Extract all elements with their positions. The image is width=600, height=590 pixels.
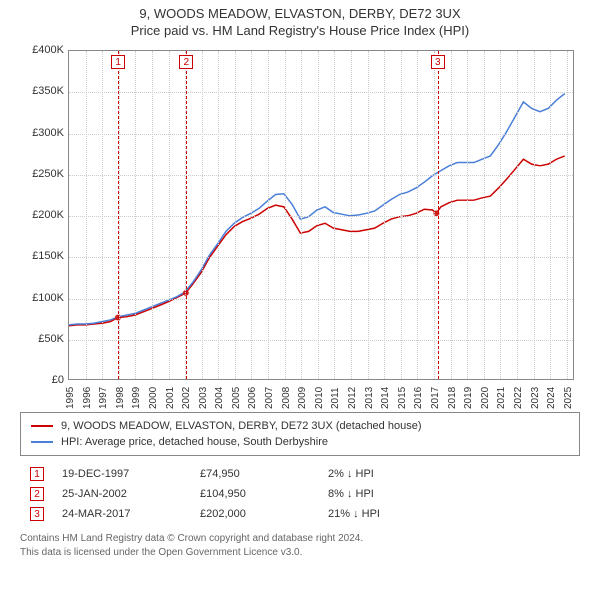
sale-badge: 1 [111,55,125,69]
gridline-v [368,51,369,379]
y-axis-label: £350K [20,85,64,97]
gridline-v [102,51,103,379]
legend-swatch [31,441,53,443]
x-axis-label: 2025 [563,387,587,409]
gridline-v [202,51,203,379]
legend: 9, WOODS MEADOW, ELVASTON, DERBY, DE72 3… [20,412,580,456]
sale-vline [186,51,187,379]
gridline-h [69,340,573,341]
reference-row: 2 25-JAN-2002 £104,950 8% ↓ HPI [20,484,580,504]
gridline-v [451,51,452,379]
ref-date: 24-MAR-2017 [62,508,182,520]
gridline-v [218,51,219,379]
gridline-h [69,257,573,258]
reference-row: 3 24-MAR-2017 £202,000 21% ↓ HPI [20,504,580,524]
gridline-v [401,51,402,379]
gridline-v [169,51,170,379]
chart-title-line1: 9, WOODS MEADOW, ELVASTON, DERBY, DE72 3… [0,6,600,21]
chart-area: 1 2 3 £0 £50K £100K £150K £200K £250K £300K £350K… [20,46,580,406]
legend-row: HPI: Average price, detached house, Sout… [31,434,569,450]
gridline-v [318,51,319,379]
y-axis-label: £50K [20,333,64,345]
sale-badge: 2 [179,55,193,69]
gridline-h [69,92,573,93]
gridline-v [301,51,302,379]
footer-line1: Contains HM Land Registry data © Crown c… [20,532,580,546]
ref-date: 19-DEC-1997 [62,468,182,480]
chart-svg [69,51,573,379]
gridline-h [69,216,573,217]
gridline-v [417,51,418,379]
gridline-v [534,51,535,379]
gridline-v [500,51,501,379]
gridline-h [69,134,573,135]
y-axis-label: £200K [20,209,64,221]
footer-line2: This data is licensed under the Open Gov… [20,546,580,560]
ref-delta: 2% ↓ HPI [328,468,438,480]
gridline-v [152,51,153,379]
ref-date: 25-JAN-2002 [62,488,182,500]
ref-delta: 8% ↓ HPI [328,488,438,500]
ref-badge: 1 [30,467,44,481]
ref-price: £74,950 [200,468,310,480]
gridline-v [467,51,468,379]
gridline-v [484,51,485,379]
gridline-v [135,51,136,379]
chart-title-block: 9, WOODS MEADOW, ELVASTON, DERBY, DE72 3… [0,0,600,38]
gridline-h [69,175,573,176]
gridline-v [550,51,551,379]
gridline-v [268,51,269,379]
legend-swatch [31,425,53,427]
gridline-v [384,51,385,379]
gridline-h [69,299,573,300]
sale-badge: 3 [431,55,445,69]
y-axis-label: £150K [20,250,64,262]
gridline-v [567,51,568,379]
plot-area: 1 2 3 [68,50,574,380]
y-axis-label: £250K [20,168,64,180]
sale-vline [438,51,439,379]
ref-badge: 3 [30,507,44,521]
gridline-v [351,51,352,379]
reference-table: 1 19-DEC-1997 £74,950 2% ↓ HPI 2 25-JAN-2002 £… [20,464,580,524]
y-axis-label: £0 [20,374,64,386]
gridline-v [235,51,236,379]
y-axis-label: £300K [20,127,64,139]
ref-delta: 21% ↓ HPI [328,508,438,520]
gridline-v [434,51,435,379]
y-axis-label: £100K [20,292,64,304]
gridline-v [517,51,518,379]
gridline-v [86,51,87,379]
chart-title-line2: Price paid vs. HM Land Registry's House … [0,23,600,38]
y-axis-label: £400K [20,44,64,56]
gridline-v [285,51,286,379]
gridline-v [334,51,335,379]
footer-attribution: Contains HM Land Registry data © Crown c… [20,532,580,559]
reference-row: 1 19-DEC-1997 £74,950 2% ↓ HPI [20,464,580,484]
legend-label: 9, WOODS MEADOW, ELVASTON, DERBY, DE72 3… [61,418,422,434]
ref-badge: 2 [30,487,44,501]
legend-row: 9, WOODS MEADOW, ELVASTON, DERBY, DE72 3… [31,418,569,434]
legend-label: HPI: Average price, detached house, Sout… [61,434,328,450]
gridline-v [251,51,252,379]
ref-price: £202,000 [200,508,310,520]
ref-price: £104,950 [200,488,310,500]
sale-vline [118,51,119,379]
